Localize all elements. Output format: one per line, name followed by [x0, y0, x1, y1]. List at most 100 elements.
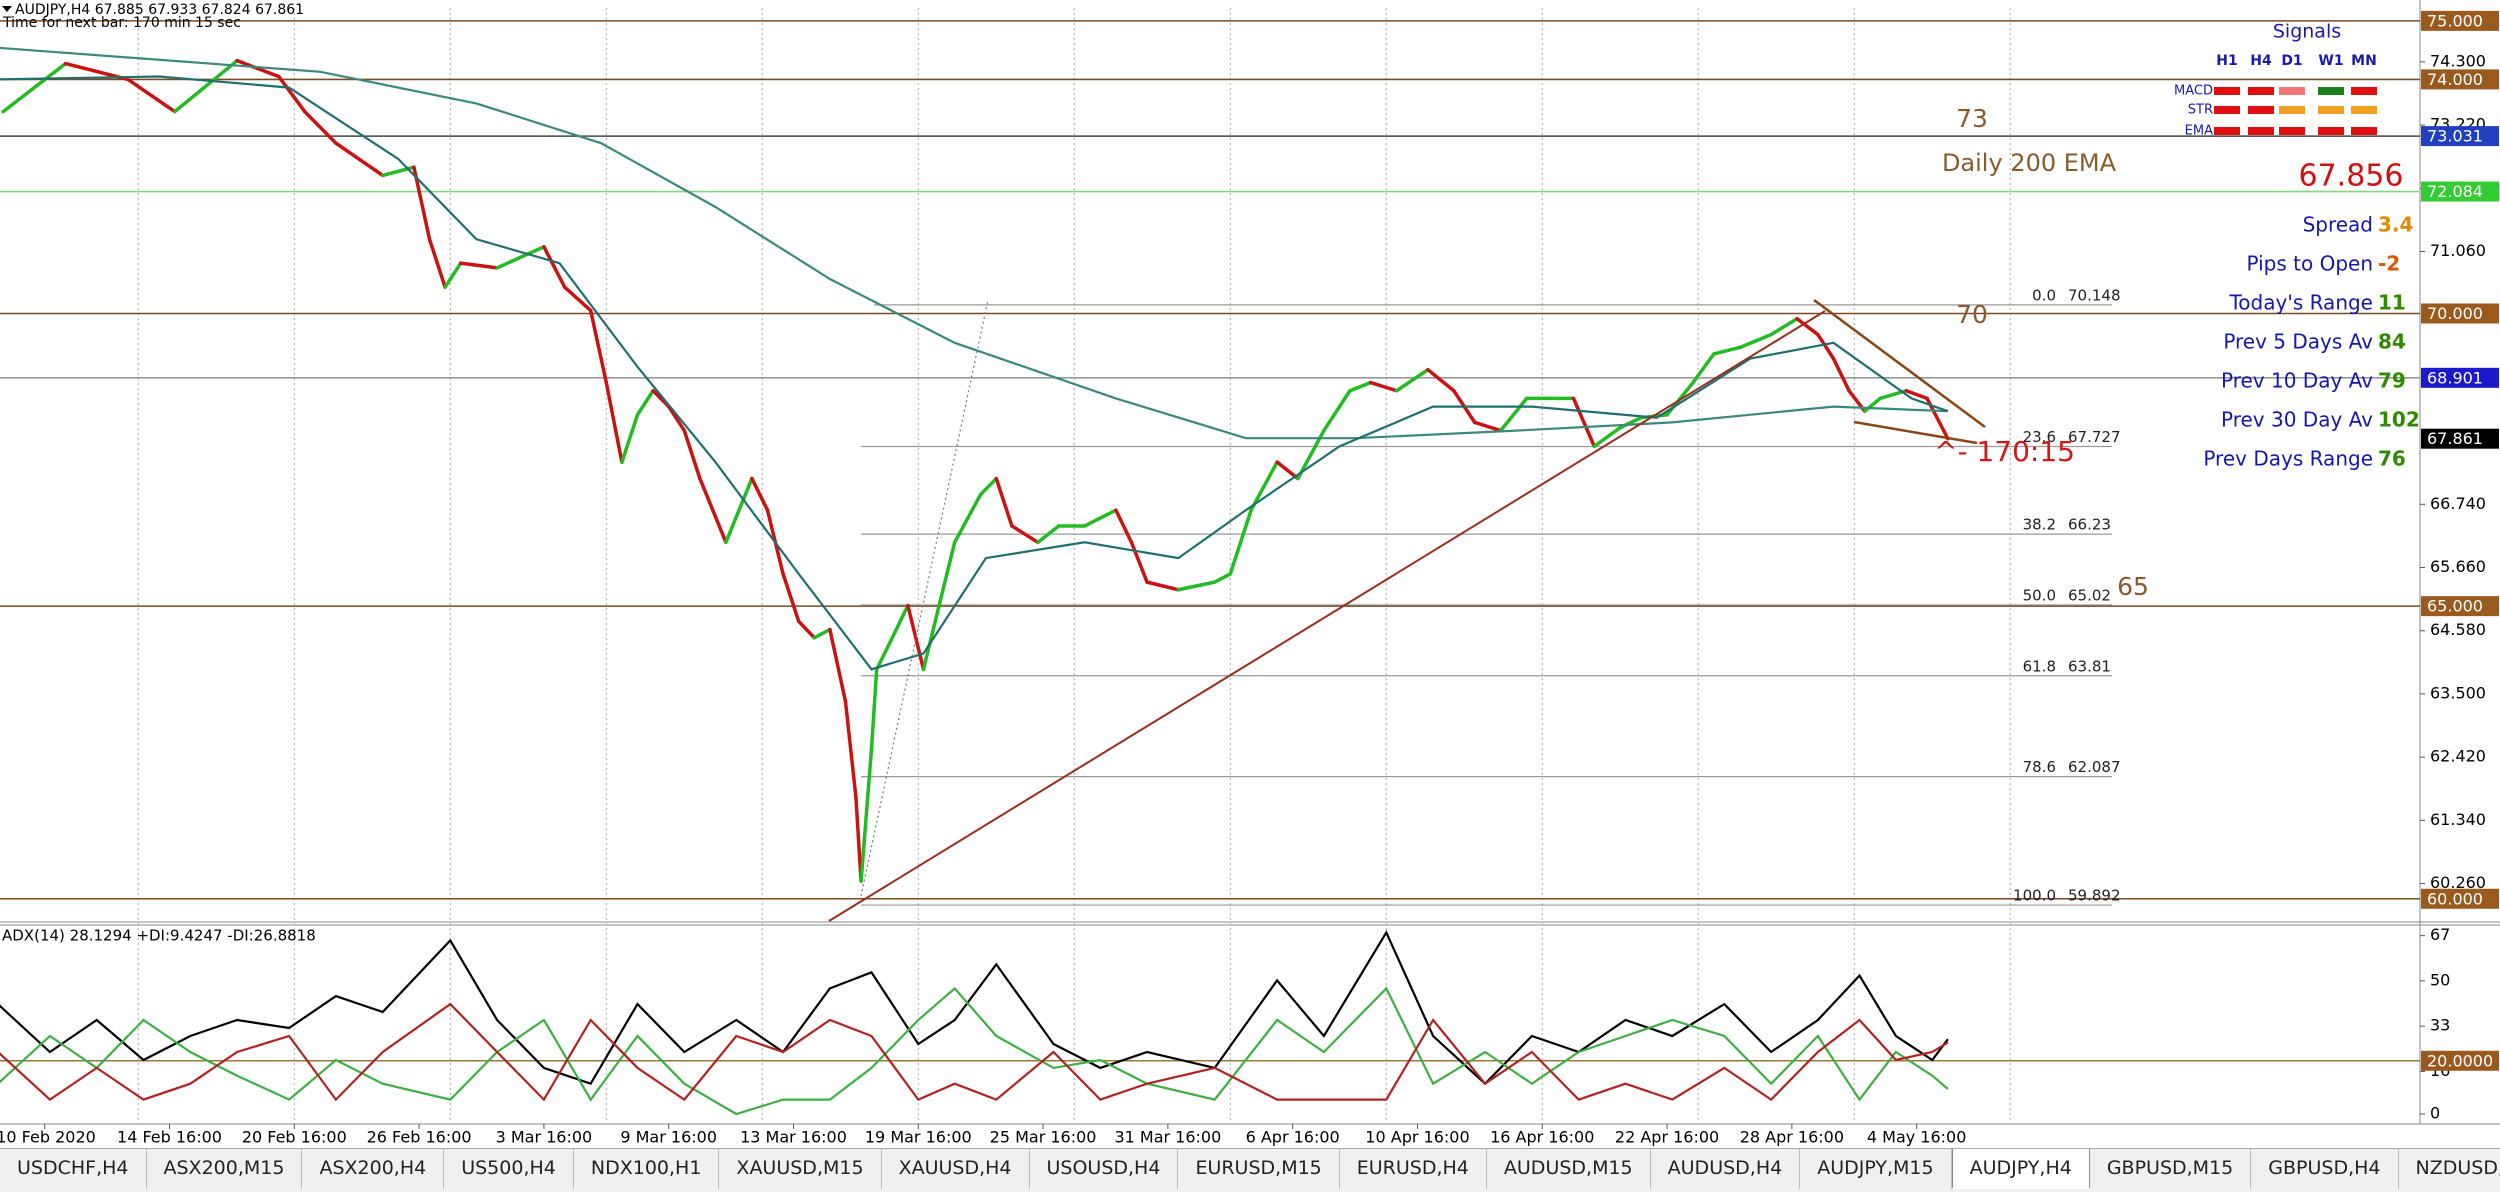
x-tick-label: 14 Feb 16:00	[117, 1128, 222, 1147]
fib-level: 78.6	[2023, 758, 2056, 776]
price-segment	[1348, 380, 1373, 393]
stat-value: -2	[2378, 252, 2400, 276]
symbol-tab[interactable]: USOUSD,H4	[1030, 1149, 1179, 1189]
price-level-box	[2421, 181, 2499, 202]
annotation: 65	[2117, 572, 2149, 601]
price-segment	[334, 141, 385, 178]
price-level-box	[2421, 10, 2499, 31]
y-tick-label: 67	[2430, 925, 2450, 944]
x-tick-label: 4 May 16:00	[1867, 1128, 1967, 1147]
price-segment	[828, 627, 848, 704]
price-segment	[495, 245, 546, 270]
price-level-label: 60.000	[2427, 889, 2483, 908]
price-level-label: 68.901	[2427, 368, 2483, 387]
fib-level: 61.8	[2023, 657, 2056, 675]
symbol-tab[interactable]: XAUUSD,H4	[882, 1149, 1030, 1189]
price-segment	[781, 572, 801, 624]
symbol-tab[interactable]: NZDUSD,M15	[2399, 1149, 2500, 1189]
y-tick-label: 64.580	[2430, 620, 2486, 639]
signal-cell	[2248, 106, 2274, 114]
price-segment	[1368, 380, 1399, 393]
signal-cell	[2318, 127, 2344, 135]
price-level-box	[2421, 596, 2499, 617]
price-level-label: 70.000	[2427, 304, 2483, 323]
price-segment	[172, 58, 239, 114]
signal-cell	[2351, 127, 2377, 135]
signal-cell	[2214, 87, 2240, 95]
fib-level: 23.6	[2023, 428, 2056, 446]
price-level-label: 67.861	[2427, 429, 2483, 448]
symbol-tab[interactable]: EURUSD,M15	[1178, 1149, 1340, 1189]
stat-value: 79	[2378, 369, 2406, 393]
y-tick-label: 62.420	[2430, 747, 2486, 766]
signal-cell	[2279, 106, 2305, 114]
price-segment	[1036, 524, 1061, 545]
price-segment	[994, 476, 1014, 528]
symbol-tab[interactable]: ASX200,H4	[302, 1149, 445, 1189]
price-level-box	[2421, 303, 2499, 324]
symbol-tab[interactable]: AUDJPY,M15	[1800, 1149, 1952, 1189]
fib-price: 59.892	[2068, 887, 2121, 905]
price-level-label: 20.0000	[2427, 1051, 2493, 1070]
signal-cell	[2351, 106, 2377, 114]
price-segment	[635, 389, 655, 417]
signal-cell	[2279, 87, 2305, 95]
indicator-title: ADX(14) 28.1294 +DI:9.4247 -DI:26.8818	[2, 927, 316, 945]
price-segment	[750, 476, 770, 512]
signal-cell	[2318, 87, 2344, 95]
x-tick-label: 3 Mar 16:00	[496, 1128, 593, 1147]
x-tick-label: 28 Apr 16:00	[1740, 1128, 1844, 1147]
symbol-tab[interactable]: USDCHF,H4	[0, 1149, 147, 1189]
signal-column: W1	[2318, 53, 2343, 69]
price-level-label: 73.031	[2427, 127, 2483, 146]
price-segment	[1426, 367, 1456, 393]
price-segment	[651, 389, 671, 409]
price-segment	[235, 58, 281, 79]
signals-title: Signals	[2273, 21, 2341, 43]
price-segment	[682, 428, 702, 481]
stat-value: 11	[2378, 291, 2406, 315]
symbol-tab[interactable]: US500,H4	[444, 1149, 574, 1189]
fib-price: 63.81	[2068, 657, 2111, 675]
fib-level: 38.2	[2023, 516, 2056, 534]
stat-label: Prev 30 Day Av	[2221, 408, 2373, 432]
price-segment	[854, 795, 863, 883]
symbol-tab[interactable]: AUDUSD,M15	[1487, 1149, 1651, 1189]
series-line	[0, 75, 1949, 671]
price-segment	[1498, 396, 1529, 433]
price-level-box	[2421, 1050, 2499, 1071]
annotation: 73	[1956, 104, 1988, 133]
dropdown-icon	[2, 6, 12, 12]
signal-cell	[2214, 127, 2240, 135]
price-segment	[1712, 345, 1742, 356]
symbol-tab[interactable]: NDX100,H1	[574, 1149, 720, 1189]
x-tick-label: 26 Feb 16:00	[367, 1128, 472, 1147]
symbol-tab[interactable]: AUDUSD,H4	[1651, 1149, 1801, 1189]
price-segment	[1831, 356, 1851, 393]
price-segment	[698, 476, 728, 545]
price-segment	[1816, 332, 1836, 361]
series-line	[0, 1002, 1949, 1102]
price-segment	[1145, 580, 1181, 592]
price-segment	[604, 380, 624, 464]
price-level-label: 74.000	[2427, 70, 2483, 89]
price-level-box	[2421, 888, 2499, 909]
symbol-tab[interactable]: GBPUSD,H4	[2251, 1149, 2399, 1189]
symbol-tab[interactable]: ASX200,M15	[147, 1149, 303, 1189]
price-segment	[1212, 572, 1233, 584]
symbol-tab[interactable]: AUDJPY,H4	[1951, 1149, 2090, 1189]
symbol-tab[interactable]: XAUUSD,M15	[719, 1149, 882, 1189]
y-tick-label: 61.340	[2430, 810, 2486, 829]
price-level-label: 65.000	[2427, 597, 2483, 616]
price-segment	[1010, 524, 1040, 545]
symbol-tab[interactable]: GBPUSD,M15	[2090, 1149, 2252, 1189]
price-segment	[1228, 508, 1253, 576]
symbol-tab[interactable]: EURUSD,H4	[1340, 1149, 1487, 1189]
x-tick-label: 9 Mar 16:00	[620, 1128, 717, 1147]
price-level-box	[2421, 69, 2499, 90]
fib-price: 66.23	[2068, 516, 2111, 534]
channel-line	[1853, 420, 1978, 445]
x-tick-label: 13 Mar 16:00	[740, 1128, 847, 1147]
price-segment	[952, 492, 983, 545]
stat-label: Pips to Open	[2246, 252, 2373, 276]
